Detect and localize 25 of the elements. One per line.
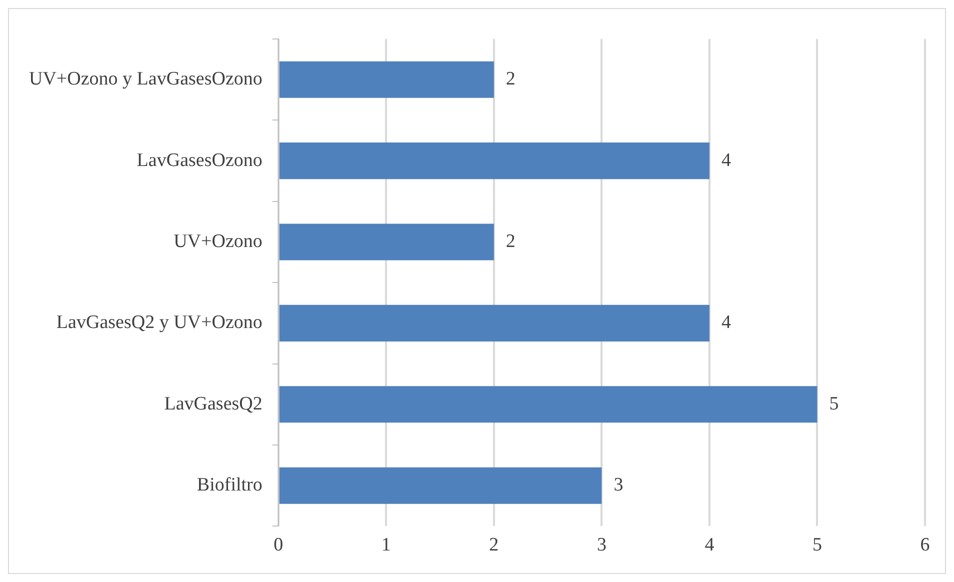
data-label: 2: [506, 68, 516, 90]
bar: [279, 386, 818, 423]
x-tick-label: 1: [381, 534, 391, 556]
x-tick-label: 3: [596, 534, 606, 556]
y-tick-label: Biofiltro: [196, 474, 262, 496]
x-tick-label: 0: [274, 534, 284, 556]
y-tick-label: LavGasesQ2 y UV+Ozono: [56, 312, 262, 334]
bar: [279, 142, 710, 180]
x-tick-label: 6: [920, 534, 930, 556]
y-tick-label: UV+Ozono: [174, 230, 262, 252]
x-tick-label: 2: [489, 534, 499, 556]
bar: [279, 467, 602, 504]
x-tick-label: 4: [704, 534, 715, 556]
data-label: 3: [614, 474, 624, 496]
x-tick-label: 5: [812, 534, 822, 556]
bar: [279, 224, 494, 260]
bar: [279, 304, 710, 342]
bar: [279, 61, 494, 98]
data-label: 4: [721, 150, 732, 171]
y-tick-label: UV+Ozono y LavGasesOzono: [28, 68, 262, 90]
data-label: 4: [721, 312, 732, 334]
data-label: 5: [829, 393, 839, 414]
y-tick-label: LavGasesQ2: [164, 393, 262, 414]
y-tick-label: LavGasesOzono: [136, 150, 262, 171]
data-label: 2: [506, 230, 516, 252]
